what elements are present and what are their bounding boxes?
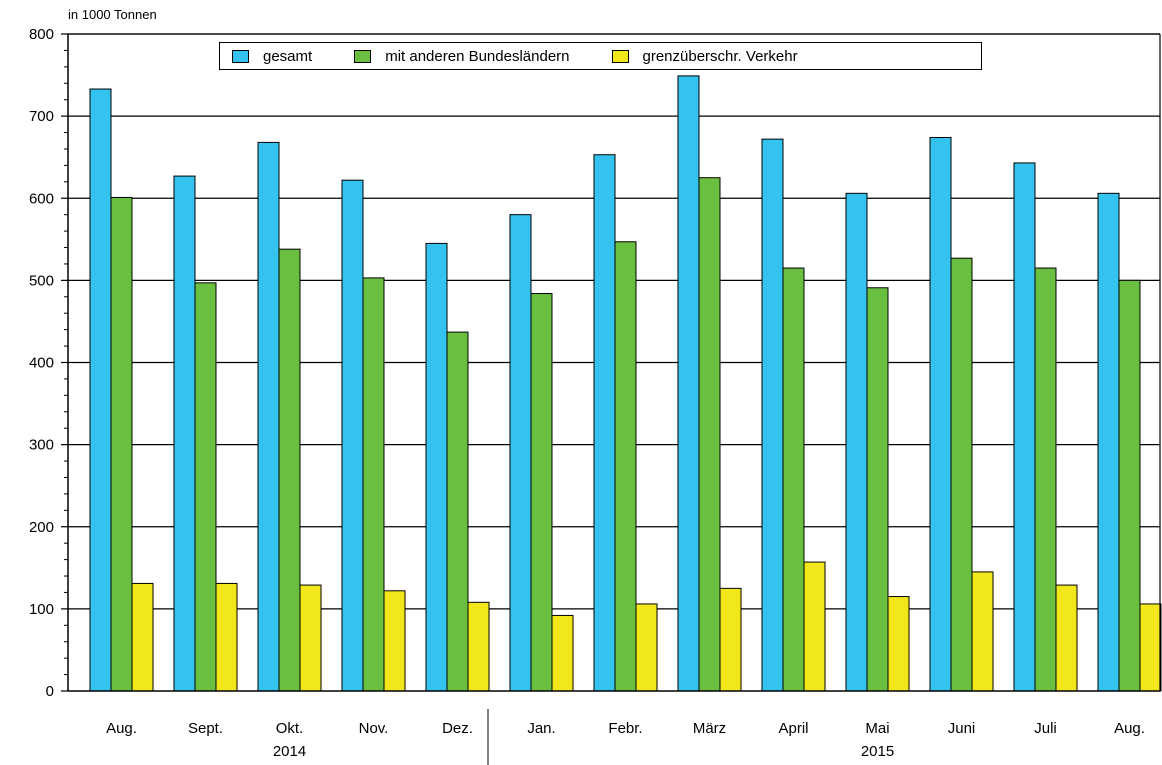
bar xyxy=(425,242,448,692)
legend-item-bundeslaender: mit anderen Bundesländern xyxy=(354,47,570,65)
bar xyxy=(173,175,196,692)
bars xyxy=(89,75,1162,692)
year-label: 2015 xyxy=(861,743,894,760)
bar xyxy=(635,603,658,692)
x-tick-label: Aug. xyxy=(1114,720,1145,737)
bar xyxy=(593,154,616,692)
bar xyxy=(782,267,805,692)
y-tick-label: 500 xyxy=(29,272,54,289)
y-tick-label: 0 xyxy=(46,683,54,700)
x-tick-label: April xyxy=(778,720,808,737)
bar xyxy=(383,590,406,692)
bar xyxy=(131,582,154,692)
legend-item-grenzueberschr: grenzüberschr. Verkehr xyxy=(611,47,798,65)
legend: gesamt mit anderen Bundesländern grenzüb… xyxy=(219,42,982,70)
bar xyxy=(467,601,490,692)
legend-item-gesamt: gesamt xyxy=(232,48,312,65)
legend-swatch-gesamt xyxy=(232,49,249,63)
y-axis-ticks: 0 100 200 300 400 500 600 700 800 xyxy=(29,26,68,700)
axes xyxy=(67,33,1161,765)
legend-label-grenzueberschr: grenzüberschr. Verkehr xyxy=(642,47,798,65)
bar xyxy=(1013,162,1036,692)
bar xyxy=(698,177,721,692)
y-tick-label: 300 xyxy=(29,437,54,454)
bar xyxy=(845,192,868,692)
x-tick-label: Okt. xyxy=(276,720,304,737)
legend-swatch-grenzueberschr xyxy=(611,49,629,63)
bar xyxy=(257,141,280,692)
bar xyxy=(614,241,637,692)
x-tick-label: Sept. xyxy=(188,720,223,737)
bar xyxy=(362,277,385,692)
bar xyxy=(971,571,994,692)
x-axis-labels: Aug. Sept. Okt. Nov. Dez. Jan. Febr. März April M… xyxy=(106,720,1145,760)
bar xyxy=(110,196,133,692)
bar xyxy=(299,584,322,692)
bar xyxy=(1118,279,1141,692)
legend-label-bundeslaender: mit anderen Bundesländern xyxy=(385,47,570,65)
bar xyxy=(1034,267,1057,692)
bar xyxy=(929,136,952,692)
bar xyxy=(1139,603,1162,692)
legend-swatch-bundeslaender xyxy=(354,49,372,63)
y-tick-label: 200 xyxy=(29,519,54,536)
x-tick-label: Jan. xyxy=(527,720,555,737)
bar xyxy=(194,282,217,692)
bar xyxy=(1055,584,1078,692)
y-tick-label: 100 xyxy=(29,601,54,618)
bar xyxy=(341,179,364,692)
unit-label: in 1000 Tonnen xyxy=(68,7,157,22)
bar xyxy=(278,248,301,692)
bar xyxy=(530,293,553,692)
bar xyxy=(866,287,889,692)
bar xyxy=(215,582,238,692)
bar xyxy=(803,561,826,692)
y-tick-label: 400 xyxy=(29,355,54,372)
x-tick-label: Febr. xyxy=(608,720,642,737)
x-tick-label: Nov. xyxy=(359,720,389,737)
bar xyxy=(761,138,784,692)
x-tick-label: Juni xyxy=(948,720,976,737)
y-tick-label: 800 xyxy=(29,26,54,43)
x-tick-label: März xyxy=(693,720,726,737)
x-tick-label: Juli xyxy=(1034,720,1057,737)
bar xyxy=(950,257,973,692)
bar xyxy=(89,88,112,692)
bar xyxy=(677,75,700,692)
x-tick-label: Aug. xyxy=(106,720,137,737)
bar xyxy=(719,587,742,692)
x-tick-label: Dez. xyxy=(442,720,473,737)
bar xyxy=(551,614,574,692)
y-tick-label: 600 xyxy=(29,190,54,207)
y-tick-label: 700 xyxy=(29,108,54,125)
bar xyxy=(887,596,910,692)
bar xyxy=(509,214,532,692)
x-tick-label: Mai xyxy=(865,720,889,737)
legend-label-gesamt: gesamt xyxy=(263,47,313,65)
year-label: 2014 xyxy=(273,743,306,760)
bar xyxy=(1097,192,1120,692)
bar xyxy=(446,331,469,692)
